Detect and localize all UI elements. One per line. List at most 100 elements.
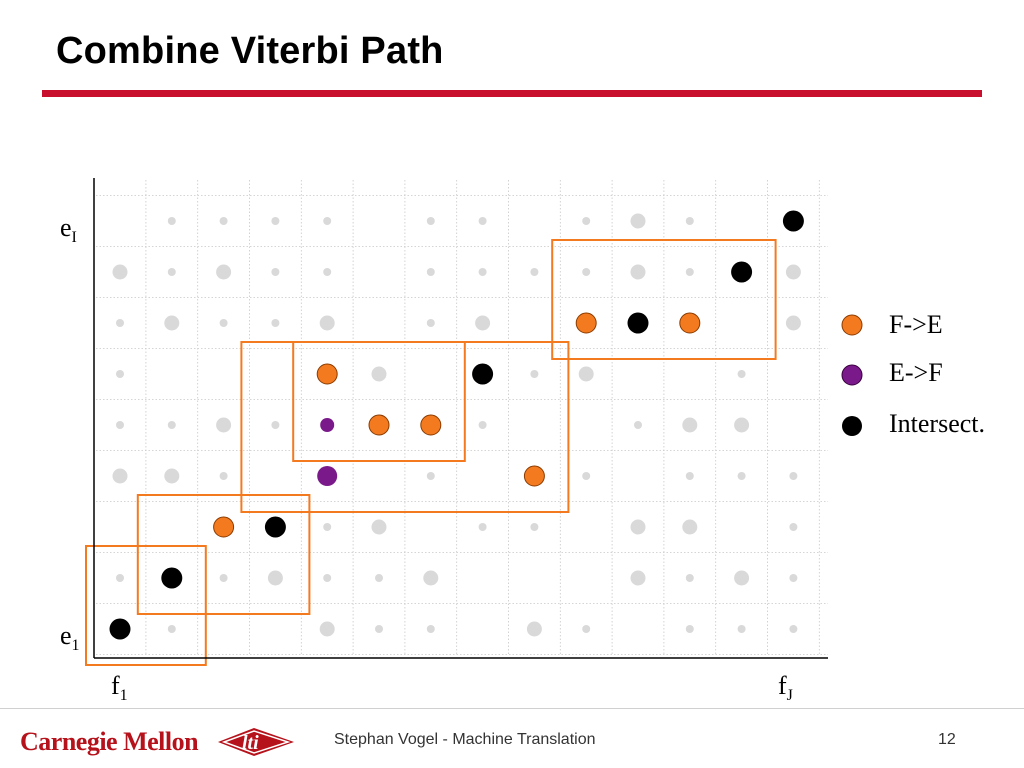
intersect-point — [627, 312, 649, 334]
candidate-point — [682, 519, 698, 535]
candidate-point — [685, 268, 694, 276]
legend-fe-marker — [841, 314, 863, 336]
candidate-point — [319, 621, 335, 637]
alignment-grid — [93, 180, 828, 656]
candidate-point — [634, 421, 642, 429]
legend-intersect-label: Intersect. — [889, 409, 985, 438]
y-top-label: eI — [60, 213, 77, 246]
legend: F->E E->F Intersect. — [841, 310, 985, 438]
phrase-block-box — [136, 494, 311, 615]
candidate-point — [219, 319, 228, 327]
intersect-point — [731, 261, 753, 283]
candidate-point — [426, 625, 435, 633]
svg-text:lti: lti — [242, 732, 259, 754]
page-number: 12 — [938, 731, 956, 748]
candidate-point — [530, 268, 539, 276]
candidate-point — [789, 625, 798, 633]
legend-item-ef: E->F — [841, 358, 943, 387]
candidate-point — [785, 315, 801, 331]
candidate-point — [630, 570, 646, 586]
legend-ef-marker — [841, 364, 863, 386]
candidate-point — [685, 217, 694, 225]
candidate-point — [630, 519, 646, 535]
candidate-point — [371, 366, 387, 382]
ef-point — [317, 466, 338, 486]
candidate-point — [737, 625, 746, 633]
candidate-point — [164, 468, 180, 484]
footer-divider — [0, 708, 1024, 709]
candidate-point — [475, 315, 491, 331]
candidate-point — [371, 519, 387, 535]
candidate-point — [164, 315, 180, 331]
candidate-point — [426, 217, 435, 225]
candidate-point — [116, 319, 124, 327]
fe-point — [368, 414, 390, 436]
candidate-point — [526, 621, 542, 637]
x-right-label: fJ — [778, 671, 793, 704]
legend-item-fe: F->E — [841, 310, 943, 339]
candidate-point — [112, 264, 128, 280]
candidate-point — [630, 213, 646, 229]
candidate-point — [116, 421, 124, 429]
candidate-point — [630, 264, 646, 280]
candidate-point — [785, 264, 801, 280]
intersect-point — [264, 516, 286, 538]
candidate-point — [219, 217, 228, 225]
candidate-point — [167, 217, 176, 225]
legend-intersect-marker — [842, 416, 862, 436]
intersect-point — [109, 618, 131, 640]
candidate-point — [167, 625, 176, 633]
candidate-point — [582, 268, 591, 276]
candidate-point — [375, 574, 383, 582]
candidate-point — [271, 319, 280, 327]
candidate-point — [789, 523, 798, 531]
candidate-point — [267, 570, 283, 586]
candidate-point — [426, 319, 435, 327]
legend-ef-label: E->F — [889, 358, 943, 387]
candidate-point — [734, 417, 750, 433]
candidate-point — [323, 268, 332, 276]
candidate-point — [112, 468, 128, 484]
candidate-point — [685, 625, 694, 633]
candidate-point — [167, 268, 176, 276]
ef-point — [320, 418, 335, 432]
phrase-block-box — [240, 341, 570, 513]
candidate-point — [582, 625, 591, 633]
fe-point — [679, 312, 701, 334]
candidate-point — [167, 421, 176, 429]
intersect-point — [161, 567, 183, 589]
candidate-point — [737, 472, 746, 480]
phrase-block-box — [85, 545, 207, 666]
candidate-point — [734, 570, 750, 586]
candidate-point — [582, 217, 591, 225]
slide-title: Combine Viterbi Path — [56, 30, 444, 72]
legend-fe-label: F->E — [889, 310, 943, 339]
candidate-point — [582, 472, 591, 480]
candidate-point — [478, 268, 487, 276]
candidate-point — [216, 264, 232, 280]
fe-point — [420, 414, 442, 436]
alignment-diagram: eI e1 f1 fJ F->E E->F Intersect. — [60, 178, 985, 704]
candidate-point — [323, 574, 332, 582]
candidate-point — [375, 625, 383, 633]
candidate-point — [116, 370, 124, 378]
candidate-point — [219, 472, 228, 480]
candidate-point — [685, 472, 694, 480]
candidate-point — [685, 574, 694, 582]
fe-point — [575, 312, 597, 334]
candidate-point — [319, 315, 335, 331]
carnegie-mellon-logo: Carnegie Mellon lti — [20, 727, 294, 756]
candidate-point — [789, 472, 798, 480]
candidate-point — [271, 421, 280, 429]
candidate-point — [737, 370, 746, 378]
candidate-point — [789, 574, 798, 582]
candidate-point — [478, 421, 487, 429]
title-divider — [42, 90, 982, 97]
candidate-point — [682, 417, 698, 433]
candidate-point — [271, 268, 280, 276]
candidate-point — [219, 574, 228, 582]
footer-author: Stephan Vogel - Machine Translation — [334, 731, 596, 748]
fe-point — [316, 363, 338, 385]
candidate-point — [530, 523, 539, 531]
candidate-point — [216, 417, 232, 433]
